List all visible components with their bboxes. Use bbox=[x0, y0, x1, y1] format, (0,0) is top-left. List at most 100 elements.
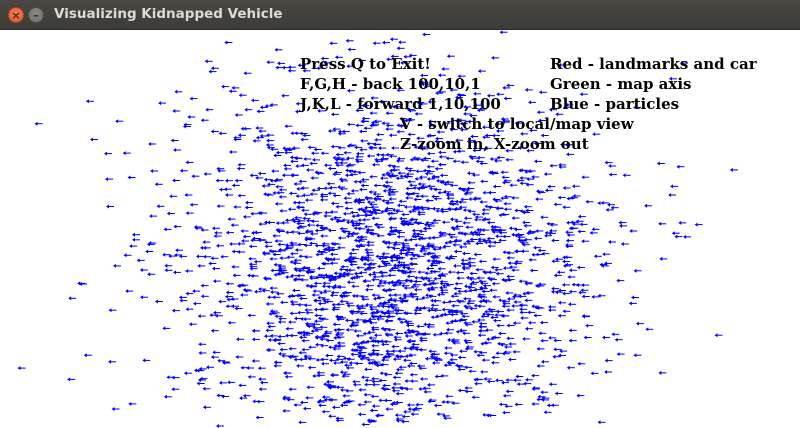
particle bbox=[342, 393, 351, 398]
particle bbox=[363, 279, 372, 283]
particle bbox=[463, 338, 472, 343]
particle bbox=[467, 256, 476, 261]
particle bbox=[301, 338, 310, 343]
particle bbox=[570, 195, 578, 200]
particle bbox=[520, 316, 529, 320]
particle bbox=[385, 127, 394, 132]
particle bbox=[278, 194, 287, 199]
particle bbox=[477, 237, 486, 242]
particle bbox=[454, 219, 463, 224]
particle bbox=[364, 382, 373, 387]
particle bbox=[474, 215, 483, 220]
particle bbox=[347, 256, 356, 261]
particle bbox=[216, 424, 224, 428]
particle bbox=[334, 332, 343, 337]
particle bbox=[335, 163, 344, 168]
particle bbox=[367, 419, 376, 424]
particle bbox=[458, 118, 467, 123]
particle bbox=[618, 220, 627, 225]
particle bbox=[505, 157, 514, 162]
particle bbox=[380, 259, 389, 264]
particle bbox=[445, 394, 454, 399]
particle bbox=[562, 309, 571, 314]
particle bbox=[243, 71, 252, 76]
particle bbox=[486, 220, 495, 225]
particle bbox=[506, 274, 515, 279]
particle bbox=[333, 215, 342, 220]
particle bbox=[452, 159, 461, 164]
particle bbox=[563, 263, 571, 268]
particle bbox=[234, 178, 243, 183]
particle bbox=[369, 202, 378, 207]
particle bbox=[508, 342, 517, 346]
particle bbox=[289, 191, 297, 196]
particle bbox=[431, 235, 440, 240]
particle bbox=[604, 370, 613, 374]
particle bbox=[633, 353, 642, 358]
particle bbox=[413, 234, 422, 239]
particle bbox=[410, 252, 419, 257]
particle bbox=[404, 166, 413, 171]
particle bbox=[389, 302, 398, 307]
particle bbox=[622, 173, 631, 178]
particle bbox=[319, 273, 328, 278]
particle bbox=[541, 359, 549, 364]
particle bbox=[440, 288, 448, 293]
particle bbox=[292, 277, 301, 282]
particle bbox=[496, 309, 504, 314]
particle bbox=[556, 270, 565, 275]
particle bbox=[518, 303, 527, 308]
particle bbox=[486, 93, 495, 98]
particle bbox=[113, 263, 121, 268]
particle bbox=[490, 315, 499, 320]
particle bbox=[396, 278, 405, 283]
particle bbox=[252, 138, 261, 143]
particle bbox=[258, 377, 267, 382]
particle bbox=[504, 404, 513, 409]
particle bbox=[323, 214, 332, 218]
particle bbox=[317, 301, 326, 306]
particle bbox=[225, 304, 234, 309]
particle bbox=[459, 231, 468, 236]
title-bar[interactable]: × – Visualizing Kidnapped Vehicle bbox=[0, 0, 800, 30]
particle bbox=[205, 107, 214, 112]
particle bbox=[280, 270, 289, 275]
particle bbox=[405, 250, 414, 255]
particle bbox=[434, 357, 443, 362]
particle bbox=[329, 261, 338, 266]
particle bbox=[443, 363, 452, 368]
particle bbox=[610, 205, 619, 210]
particle bbox=[279, 347, 288, 352]
particle bbox=[518, 145, 526, 150]
particle bbox=[357, 58, 366, 63]
particle bbox=[382, 188, 391, 193]
particle bbox=[423, 389, 432, 394]
particle bbox=[378, 256, 386, 261]
particle bbox=[357, 402, 366, 407]
particle bbox=[340, 360, 348, 364]
minimize-icon[interactable]: – bbox=[28, 7, 44, 23]
particle bbox=[289, 173, 298, 178]
particle bbox=[398, 251, 407, 256]
particle bbox=[367, 265, 376, 270]
particle bbox=[406, 266, 415, 271]
particle bbox=[280, 300, 289, 305]
particle bbox=[585, 323, 594, 328]
visualization-canvas[interactable]: Press Q to Exit! F,G,H - back 100,10,1 J… bbox=[0, 30, 800, 428]
particle bbox=[292, 288, 301, 293]
particle bbox=[386, 352, 395, 357]
particle bbox=[478, 299, 487, 304]
particle bbox=[378, 146, 387, 151]
particle bbox=[404, 118, 413, 123]
close-icon[interactable]: × bbox=[8, 7, 24, 23]
particle bbox=[200, 118, 209, 123]
particle bbox=[386, 298, 395, 303]
particle bbox=[319, 226, 328, 231]
particle bbox=[369, 111, 378, 116]
particle bbox=[294, 215, 303, 220]
particle bbox=[360, 183, 369, 188]
particle bbox=[401, 245, 410, 250]
particle bbox=[396, 367, 404, 372]
particle bbox=[172, 178, 181, 183]
particle bbox=[481, 358, 490, 363]
